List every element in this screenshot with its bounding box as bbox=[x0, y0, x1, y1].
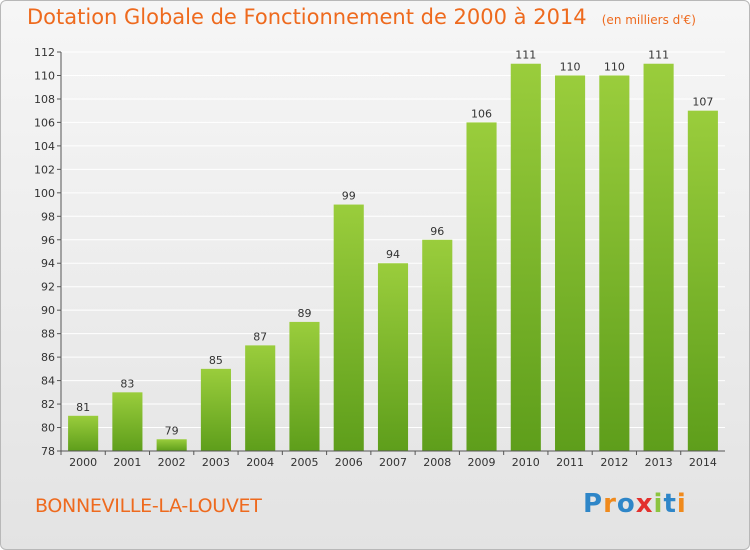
bars bbox=[68, 63, 718, 452]
chart-subtitle: (en milliers d'€) bbox=[601, 13, 696, 27]
x-tick-label: 2005 bbox=[290, 456, 318, 469]
bar bbox=[687, 110, 718, 452]
y-tick-label: 94 bbox=[41, 257, 55, 270]
logo-letter: o bbox=[616, 489, 636, 519]
x-axis-ticks: 2000 2001 2002 2003 2004 2005 2006 2007 2008 2009… bbox=[60, 451, 717, 469]
logo-letter: P bbox=[583, 489, 604, 519]
value-labels: 81 83 79 85 87 89 99 94 96 106 111 110 110 111 107 bbox=[76, 49, 713, 438]
bar-value-label: 89 bbox=[297, 307, 311, 320]
x-tick-label: 2013 bbox=[645, 456, 673, 469]
bar bbox=[555, 75, 586, 452]
bar bbox=[289, 321, 320, 451]
bar bbox=[510, 63, 541, 452]
y-tick-label: 100 bbox=[34, 187, 55, 200]
bar-value-label: 81 bbox=[76, 401, 90, 414]
y-tick-label: 84 bbox=[41, 375, 55, 388]
bar-value-label: 87 bbox=[253, 330, 267, 343]
x-tick-label: 2002 bbox=[158, 456, 186, 469]
y-tick-label: 102 bbox=[34, 163, 55, 176]
x-tick-label: 2012 bbox=[600, 456, 628, 469]
x-tick-label: 2011 bbox=[556, 456, 584, 469]
x-tick-label: 2008 bbox=[423, 456, 451, 469]
y-tick-label: 78 bbox=[41, 445, 55, 458]
x-tick-label: 2003 bbox=[202, 456, 230, 469]
logo-letter: t bbox=[663, 489, 677, 519]
y-tick-label: 88 bbox=[41, 328, 55, 341]
bar-value-label: 106 bbox=[471, 107, 492, 120]
x-tick-label: 2004 bbox=[246, 456, 274, 469]
y-tick-label: 86 bbox=[41, 351, 55, 364]
logo-letter: i bbox=[653, 489, 664, 519]
bar bbox=[643, 63, 674, 452]
x-tick-label: 2014 bbox=[689, 456, 717, 469]
bar-value-label: 96 bbox=[430, 225, 444, 238]
y-tick-label: 112 bbox=[34, 46, 55, 59]
chart-title: Dotation Globale de Fonctionnement de 20… bbox=[27, 5, 587, 29]
title-block: Dotation Globale de Fonctionnement de 20… bbox=[27, 5, 696, 29]
y-tick-label: 90 bbox=[41, 304, 55, 317]
bar bbox=[333, 204, 364, 451]
bar bbox=[377, 263, 409, 451]
bar bbox=[422, 239, 453, 451]
logo-letter: x bbox=[635, 489, 654, 519]
bar bbox=[200, 368, 231, 451]
x-tick-label: 2009 bbox=[468, 456, 496, 469]
x-tick-label: 2007 bbox=[379, 456, 407, 469]
bar-value-label: 94 bbox=[386, 248, 400, 261]
y-tick-label: 98 bbox=[41, 210, 55, 223]
bar bbox=[466, 122, 497, 451]
y-axis-ticks: 78 80 82 84 86 88 90 92 94 96 98 100 102 104 106 108 110… bbox=[34, 46, 61, 458]
bar-value-label: 107 bbox=[692, 96, 713, 109]
bar-value-label: 79 bbox=[165, 424, 179, 437]
bar-value-label: 111 bbox=[648, 49, 669, 62]
logo-letter: r bbox=[603, 489, 617, 519]
y-tick-label: 80 bbox=[41, 422, 55, 435]
y-tick-label: 110 bbox=[34, 69, 55, 82]
bar-value-label: 110 bbox=[604, 60, 625, 73]
y-tick-label: 92 bbox=[41, 281, 55, 294]
y-tick-label: 104 bbox=[34, 140, 55, 153]
bar-value-label: 83 bbox=[120, 377, 134, 390]
bar bbox=[112, 392, 143, 451]
bar bbox=[599, 75, 630, 452]
bar-value-label: 111 bbox=[515, 49, 536, 62]
bar bbox=[245, 345, 276, 451]
logo-letter: i bbox=[676, 489, 687, 519]
commune-name: BONNEVILLE-LA-LOUVET bbox=[35, 495, 262, 517]
bar bbox=[68, 415, 99, 451]
x-tick-label: 2001 bbox=[113, 456, 141, 469]
x-tick-label: 2000 bbox=[69, 456, 97, 469]
bar bbox=[156, 439, 187, 451]
x-tick-label: 2010 bbox=[512, 456, 540, 469]
x-tick-label: 2006 bbox=[335, 456, 363, 469]
y-tick-label: 108 bbox=[34, 93, 55, 106]
bar-value-label: 85 bbox=[209, 354, 223, 367]
bar-value-label: 99 bbox=[342, 190, 356, 203]
y-tick-label: 106 bbox=[34, 116, 55, 129]
proxiti-logo: Proxiti bbox=[583, 489, 687, 519]
y-tick-label: 82 bbox=[41, 398, 55, 411]
y-tick-label: 96 bbox=[41, 234, 55, 247]
bar-value-label: 110 bbox=[560, 60, 581, 73]
